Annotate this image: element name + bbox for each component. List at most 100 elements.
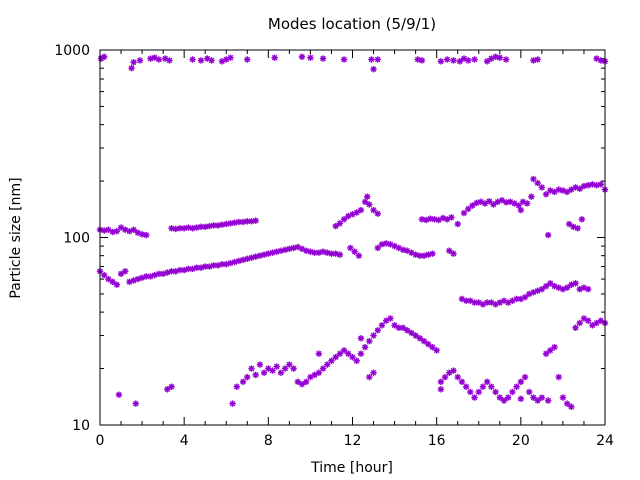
data-point bbox=[544, 231, 553, 239]
data-point bbox=[340, 55, 348, 64]
data-point bbox=[432, 346, 441, 355]
data-point bbox=[369, 368, 378, 377]
data-point bbox=[373, 326, 382, 335]
data-point bbox=[100, 52, 109, 61]
data-points bbox=[96, 52, 609, 411]
data-point bbox=[495, 53, 504, 62]
x-tick-label: 16 bbox=[428, 433, 446, 449]
data-point bbox=[129, 225, 138, 234]
y-tick-labels: 10 100 1000 bbox=[54, 43, 90, 434]
data-point bbox=[373, 209, 382, 218]
data-point bbox=[436, 385, 445, 394]
x-tick-label: 8 bbox=[264, 433, 273, 449]
data-point bbox=[533, 396, 542, 405]
x-tick-label: 12 bbox=[344, 433, 362, 449]
data-point bbox=[495, 393, 504, 402]
data-point bbox=[319, 54, 327, 63]
data-point bbox=[361, 343, 370, 352]
data-point bbox=[571, 279, 580, 288]
data-point bbox=[127, 64, 136, 73]
data-point bbox=[367, 55, 376, 64]
data-point bbox=[516, 206, 525, 215]
data-point bbox=[521, 373, 529, 382]
data-point bbox=[251, 216, 260, 225]
data-point bbox=[474, 388, 483, 396]
data-point bbox=[527, 192, 536, 201]
data-point bbox=[243, 373, 252, 382]
data-point bbox=[537, 285, 546, 294]
x-tick-labels: 0 4 8 12 16 20 24 bbox=[96, 433, 614, 449]
x-tick-label: 24 bbox=[596, 433, 614, 449]
data-point bbox=[512, 382, 521, 391]
data-point bbox=[335, 250, 344, 259]
data-point bbox=[449, 366, 458, 375]
data-point bbox=[500, 396, 508, 405]
data-point bbox=[354, 251, 363, 260]
data-point bbox=[449, 249, 458, 258]
data-point bbox=[537, 393, 546, 402]
data-point bbox=[369, 65, 378, 74]
data-point bbox=[298, 52, 306, 61]
data-point bbox=[525, 388, 534, 396]
data-point bbox=[357, 349, 365, 358]
data-point bbox=[559, 393, 567, 402]
data-point bbox=[443, 55, 452, 64]
data-point bbox=[112, 280, 121, 289]
data-point bbox=[479, 382, 487, 391]
data-point bbox=[546, 346, 555, 355]
data-point bbox=[155, 55, 163, 64]
data-point bbox=[544, 396, 553, 405]
y-tick-label: 1000 bbox=[54, 43, 90, 59]
x-tick-label: 0 bbox=[96, 433, 105, 449]
plot-frame bbox=[99, 49, 606, 426]
data-point bbox=[121, 267, 130, 276]
data-point bbox=[563, 399, 572, 408]
data-point bbox=[462, 382, 471, 391]
data-point bbox=[386, 314, 395, 323]
data-point bbox=[167, 382, 176, 391]
data-point bbox=[567, 402, 576, 411]
data-point bbox=[363, 192, 372, 201]
data-point bbox=[563, 283, 572, 292]
data-point bbox=[228, 399, 237, 408]
data-point bbox=[533, 55, 542, 64]
data-point bbox=[247, 364, 256, 373]
data-point bbox=[485, 197, 494, 206]
data-point bbox=[365, 337, 374, 346]
x-axis-label: Time [hour] bbox=[310, 460, 393, 476]
data-point bbox=[483, 377, 492, 386]
data-point bbox=[136, 56, 144, 65]
data-point bbox=[577, 215, 586, 224]
data-point bbox=[453, 220, 462, 228]
axis-ticks bbox=[99, 50, 606, 426]
data-point bbox=[508, 388, 517, 396]
data-point bbox=[418, 56, 426, 65]
y-tick-label: 100 bbox=[63, 231, 90, 247]
data-point bbox=[270, 53, 279, 62]
data-point bbox=[256, 360, 264, 369]
data-point bbox=[428, 343, 437, 352]
data-point bbox=[523, 199, 532, 208]
y-tick-label: 10 bbox=[72, 418, 90, 434]
data-point bbox=[502, 55, 511, 64]
data-point bbox=[458, 377, 466, 386]
data-point bbox=[373, 55, 382, 64]
data-point bbox=[232, 382, 241, 391]
data-point bbox=[554, 373, 563, 382]
data-point bbox=[165, 56, 174, 65]
data-point bbox=[289, 364, 298, 373]
data-point bbox=[420, 337, 428, 346]
y-axis-label: Particle size [nm] bbox=[8, 177, 24, 298]
data-point bbox=[306, 53, 315, 62]
data-point bbox=[115, 390, 123, 399]
data-point bbox=[466, 388, 475, 396]
data-point bbox=[470, 55, 479, 64]
data-point bbox=[529, 393, 538, 402]
data-point bbox=[340, 215, 348, 224]
data-point bbox=[491, 388, 500, 396]
data-point bbox=[428, 249, 437, 258]
data-point bbox=[447, 213, 456, 222]
data-point bbox=[131, 399, 140, 408]
data-point bbox=[596, 180, 605, 189]
